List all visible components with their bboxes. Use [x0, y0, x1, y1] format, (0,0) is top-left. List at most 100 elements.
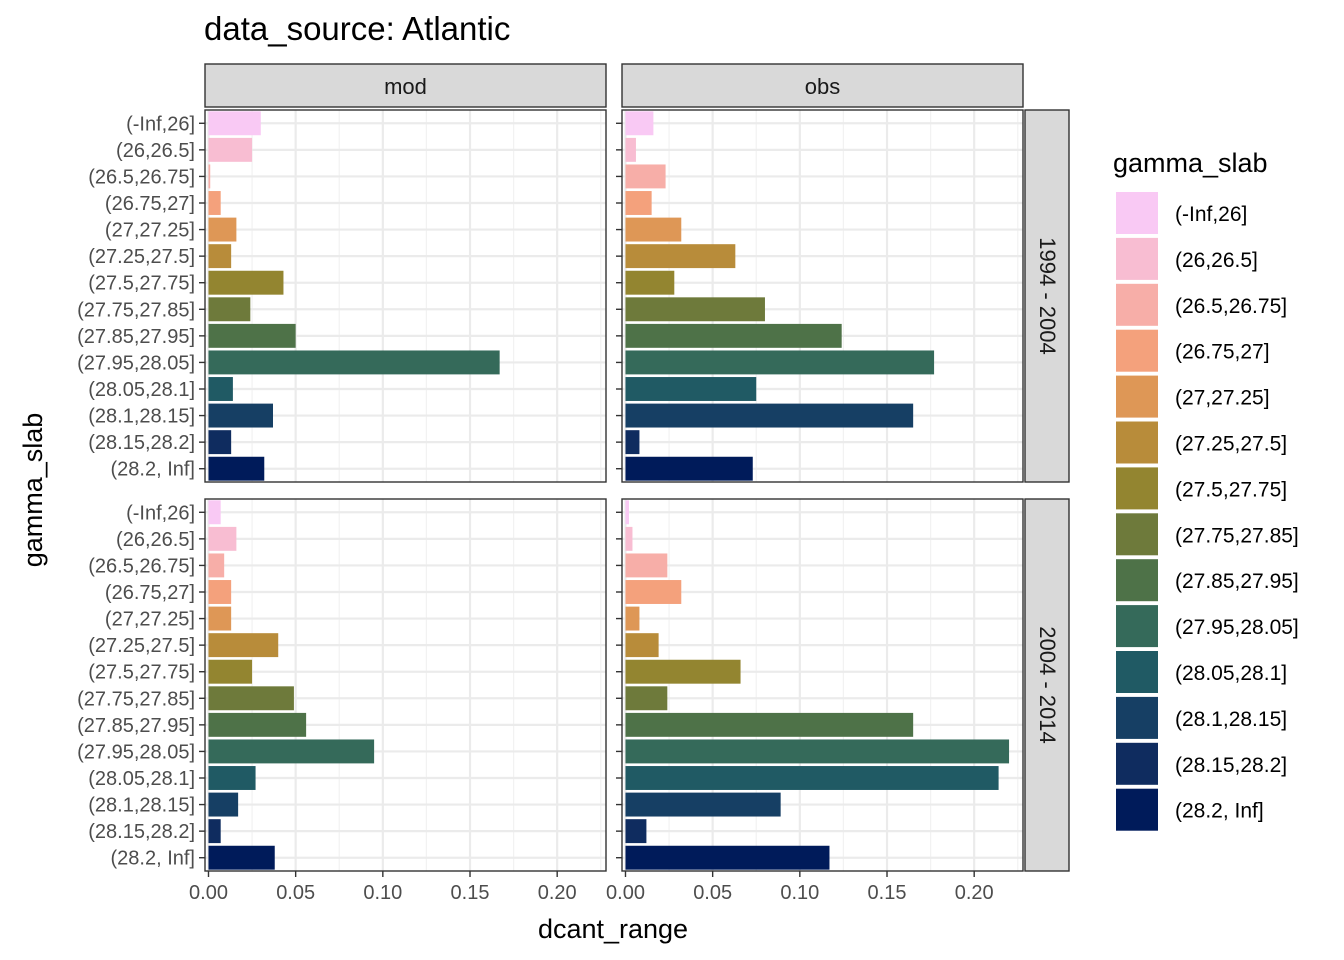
bar: [208, 111, 261, 136]
bar: [208, 164, 211, 189]
bar: [208, 580, 232, 604]
legend: (-Inf,26] (26,26.5] (26.5,26.75] (26.75,27]…: [1116, 192, 1299, 831]
legend-swatch: [1116, 192, 1158, 234]
bar: [208, 500, 221, 525]
chart-title: data_source: Atlantic: [204, 10, 510, 47]
y-tick-label: (27.95,28.05]: [77, 352, 195, 374]
bar: [625, 739, 1010, 764]
panel-border: [204, 109, 607, 483]
bar: [208, 270, 284, 295]
bar: [208, 712, 307, 737]
y-tick-label: (-Inf,26]: [126, 113, 195, 135]
bar: [208, 350, 500, 375]
legend-swatch: [1116, 237, 1158, 280]
legend-swatch: [1116, 467, 1158, 510]
bar: [208, 430, 232, 455]
legend-label: (28.1,28.15]: [1175, 708, 1287, 731]
y-tick-label: (27.5,27.75]: [88, 662, 195, 684]
bar: [625, 430, 640, 455]
bar: [208, 553, 225, 578]
panel-background: [205, 499, 606, 871]
x-tick-label: 0.00: [189, 882, 228, 904]
facet-strip-obs: [621, 63, 1024, 108]
legend-swatch: [1116, 788, 1158, 831]
legend-swatch: [1116, 283, 1158, 326]
legend-swatch: [1116, 329, 1158, 372]
bar: [208, 217, 237, 242]
legend-swatch: [1116, 742, 1158, 785]
bar: [625, 111, 654, 136]
bar: [208, 819, 221, 844]
legend-label: (27.95,28.05]: [1175, 616, 1299, 639]
x-tick-label: 0.05: [276, 882, 315, 904]
y-tick-label: (27.85,27.95]: [77, 715, 195, 737]
bar: [625, 766, 999, 790]
panel-mod-1: (-Inf,26] (26,26.5] (26.5,26.75] (26.75,27]…: [77, 109, 607, 483]
y-tick-label: (27.5,27.75]: [88, 273, 195, 295]
y-tick-label: (28.2, Inf]: [111, 459, 196, 481]
legend-label: (27.85,27.95]: [1175, 570, 1299, 593]
bar: [208, 191, 221, 215]
x-tick-label: 0.05: [693, 882, 732, 904]
y-tick-label: (26.75,27]: [105, 582, 195, 604]
bar: [208, 792, 239, 817]
y-tick-label: (27.75,27.85]: [77, 688, 195, 710]
y-tick-label: (28.2, Inf]: [111, 848, 196, 870]
bar: [208, 456, 265, 481]
bar: [625, 819, 647, 844]
y-tick-label: (27.75,27.85]: [77, 299, 195, 321]
bar: [208, 244, 232, 269]
legend-label: (27,27.25]: [1175, 387, 1270, 410]
bar: [625, 217, 682, 242]
facet-label-row-1: 1994 - 2004: [1035, 237, 1060, 354]
y-tick-label: (28.05,28.1]: [88, 379, 195, 401]
bar: [625, 164, 666, 189]
y-axis-label: gamma_slab: [18, 413, 48, 568]
bar: [625, 350, 935, 375]
bar: [208, 377, 233, 401]
bar: [625, 270, 675, 295]
x-tick-label: 0.10: [780, 882, 819, 904]
bar: [625, 712, 914, 737]
panels: mod obs 1994 - 2004 2004 - 2014 (-Inf,26] (26…: [77, 63, 1070, 904]
y-tick-label: (26,26.5]: [116, 140, 195, 162]
bar: [625, 191, 652, 215]
panel-border: [621, 498, 1024, 872]
y-tick-label: (27.85,27.95]: [77, 326, 195, 348]
y-tick-label: (26.75,27]: [105, 193, 195, 215]
facet-strip-mod: [204, 63, 607, 108]
bar: [208, 526, 237, 551]
y-tick-label: (27.95,28.05]: [77, 741, 195, 763]
y-tick-label: (27,27.25]: [105, 220, 195, 242]
panel-border: [621, 109, 1024, 483]
bar: [625, 403, 914, 428]
legend-swatch: [1116, 559, 1158, 602]
bar: [208, 739, 375, 764]
legend-label: (27.75,27.85]: [1175, 524, 1299, 547]
legend-swatch: [1116, 375, 1158, 418]
bar: [208, 686, 294, 711]
legend-label: (-Inf,26]: [1175, 203, 1247, 226]
y-tick-label: (28.1,28.15]: [88, 406, 195, 428]
y-tick-label: (27,27.25]: [105, 609, 195, 631]
bar: [208, 659, 253, 684]
bar: [625, 456, 753, 481]
legend-swatch: [1116, 651, 1158, 693]
bar: [208, 323, 296, 348]
legend-swatch: [1116, 696, 1158, 739]
bar: [208, 606, 232, 631]
legend-title: gamma_slab: [1113, 148, 1268, 178]
legend-label: (28.2, Inf]: [1175, 800, 1264, 823]
legend-swatch: [1116, 513, 1158, 556]
legend-swatch: [1116, 421, 1158, 464]
bar: [208, 297, 251, 322]
x-tick-label: 0.20: [955, 882, 994, 904]
x-tick-label: 0.15: [451, 882, 490, 904]
bar: [625, 323, 842, 348]
legend-label: (28.05,28.1]: [1175, 662, 1287, 685]
y-tick-label: (26.5,26.75]: [88, 555, 195, 577]
bar: [208, 403, 273, 428]
legend-label: (26.5,26.75]: [1175, 295, 1287, 318]
bar: [625, 137, 636, 162]
